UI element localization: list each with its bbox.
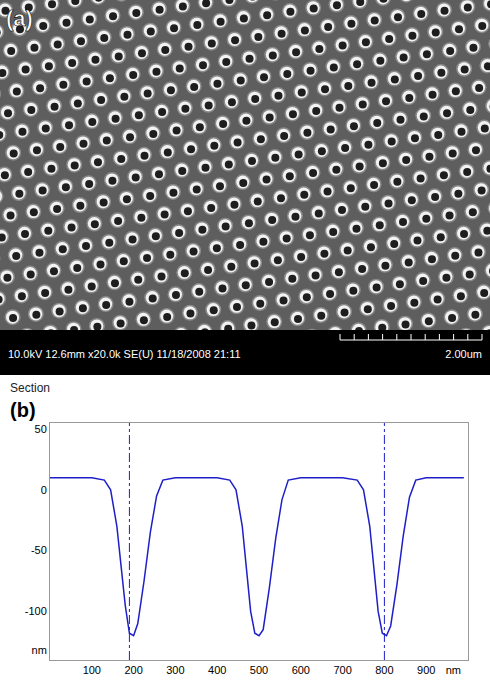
svg-text:0: 0 — [41, 484, 47, 496]
svg-text:-100: -100 — [25, 605, 47, 617]
svg-text:2.00um: 2.00um — [445, 348, 482, 360]
svg-text:nm: nm — [32, 644, 47, 656]
svg-text:900: 900 — [417, 664, 435, 676]
svg-text:100: 100 — [83, 664, 101, 676]
svg-text:-50: -50 — [31, 544, 47, 556]
svg-text:50: 50 — [35, 423, 47, 435]
svg-text:10.0kV 12.6mm x20.0k SE(U) 11/: 10.0kV 12.6mm x20.0k SE(U) 11/18/2008 21… — [8, 348, 241, 360]
svg-text:Section: Section — [10, 381, 50, 395]
svg-text:700: 700 — [333, 664, 351, 676]
svg-text:(b): (b) — [10, 399, 36, 421]
svg-text:500: 500 — [250, 664, 268, 676]
svg-text:200: 200 — [124, 664, 142, 676]
svg-text:800: 800 — [375, 664, 393, 676]
svg-text:nm: nm — [446, 664, 461, 676]
svg-text:300: 300 — [166, 664, 184, 676]
svg-text:(a): (a) — [6, 6, 33, 31]
svg-text:400: 400 — [208, 664, 226, 676]
svg-text:600: 600 — [292, 664, 310, 676]
